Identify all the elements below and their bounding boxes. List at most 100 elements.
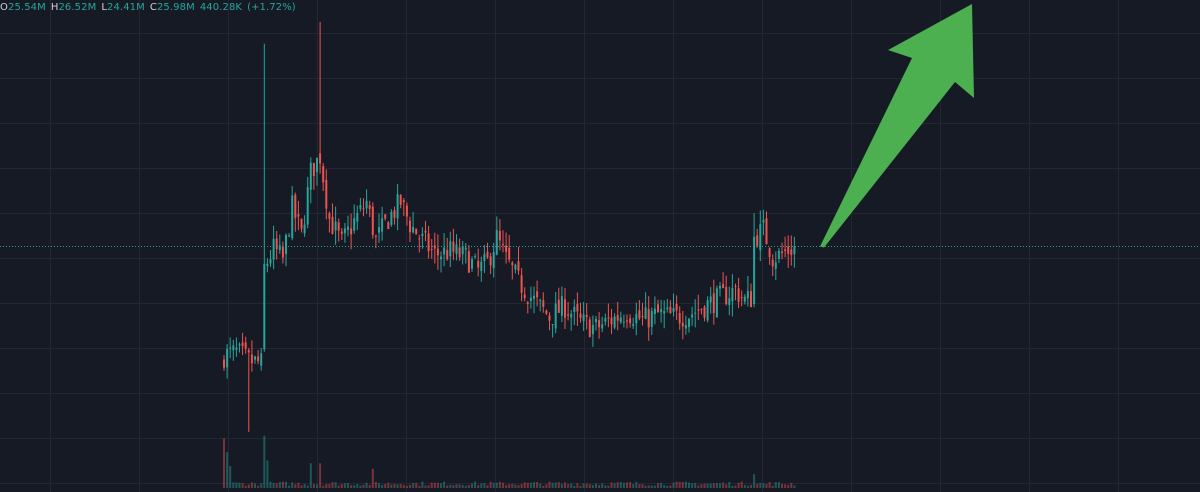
candle-body xyxy=(254,356,256,360)
volume-bar xyxy=(350,485,353,488)
volume-bar xyxy=(297,482,300,488)
volume-bar xyxy=(712,483,715,488)
candle-body xyxy=(480,261,483,272)
volume-bar xyxy=(567,484,570,488)
volume-bar xyxy=(402,484,405,488)
volume-bar xyxy=(647,485,650,488)
candle-body xyxy=(666,307,669,310)
candle-body xyxy=(653,308,656,315)
candle-body xyxy=(409,220,411,233)
volume-bar xyxy=(657,483,659,488)
volume-bar xyxy=(316,484,318,488)
volume-bar xyxy=(517,485,520,488)
trend-arrow-shape xyxy=(820,4,974,248)
candle-body xyxy=(347,226,349,230)
volume-bars xyxy=(223,435,796,488)
volume-bar xyxy=(622,482,625,488)
volume-bar xyxy=(285,481,287,488)
legend-change-percent: (+1.72%) xyxy=(247,2,296,13)
candle-body xyxy=(223,359,225,368)
candle-body xyxy=(641,316,644,318)
candle-body xyxy=(626,320,628,322)
candle-body xyxy=(446,249,449,260)
candle-body xyxy=(613,316,616,328)
candle-body xyxy=(728,298,731,306)
volume-bar xyxy=(582,483,585,488)
volume-bar xyxy=(254,483,256,488)
volume-bar xyxy=(486,485,489,488)
candle-body xyxy=(709,296,712,303)
volume-bar xyxy=(412,483,415,488)
up-trend-arrow-icon xyxy=(820,4,974,248)
volume-bar xyxy=(362,484,365,488)
volume-bar xyxy=(424,485,427,488)
candle-body xyxy=(734,286,737,288)
candle-body xyxy=(511,262,514,266)
candle-body xyxy=(241,342,244,347)
candle-body xyxy=(235,347,238,350)
volume-bar xyxy=(746,485,749,488)
candle-body xyxy=(622,321,625,323)
volume-bar xyxy=(629,482,632,488)
volume-bar xyxy=(669,485,672,488)
volume-bar xyxy=(570,483,573,488)
volume-bar xyxy=(281,481,284,488)
candle-body xyxy=(601,324,604,329)
volume-bar xyxy=(604,485,607,488)
legend-close-value: 25.98M xyxy=(156,2,195,13)
candle-body xyxy=(557,299,560,313)
volume-bar xyxy=(260,483,263,488)
candle-body xyxy=(474,256,477,258)
volume-bar xyxy=(464,485,467,488)
volume-bar xyxy=(585,483,588,488)
volume-bar xyxy=(533,482,535,488)
candle-body xyxy=(306,187,309,225)
volume-bar xyxy=(734,485,737,488)
candle-body xyxy=(790,249,793,255)
volume-bar xyxy=(557,482,560,488)
volume-bar xyxy=(393,483,396,488)
candle-body xyxy=(777,250,780,259)
volume-bar xyxy=(309,463,312,488)
legend-low-value: 24.41M xyxy=(107,2,145,13)
volume-bar xyxy=(322,485,325,488)
volume-bar xyxy=(359,485,362,488)
candle-body xyxy=(458,247,461,258)
candle-body xyxy=(635,313,638,324)
volume-bar xyxy=(663,484,666,488)
volume-bar xyxy=(781,483,783,488)
candle-body xyxy=(340,231,343,234)
candle-body xyxy=(514,264,517,270)
volume-bar xyxy=(722,482,725,488)
candle-body xyxy=(539,299,542,301)
candle-body xyxy=(604,318,607,322)
volume-bar xyxy=(446,485,449,488)
volume-bar xyxy=(471,483,473,488)
candle-body xyxy=(722,284,725,289)
volume-bar xyxy=(387,482,390,488)
volume-bar xyxy=(684,481,687,488)
candle-body xyxy=(762,220,765,223)
candle-body xyxy=(523,294,526,299)
candle-body xyxy=(691,314,694,318)
volume-bar xyxy=(762,483,765,488)
volume-bar xyxy=(374,481,377,488)
candle-body xyxy=(740,297,743,299)
candlesticks xyxy=(223,21,796,432)
candle-body xyxy=(433,245,436,249)
volume-bar xyxy=(635,481,638,488)
volume-bar xyxy=(263,435,266,488)
volume-bar xyxy=(511,483,514,488)
candle-body xyxy=(226,349,229,368)
volume-bar xyxy=(269,481,272,488)
volume-bar xyxy=(300,485,303,488)
volume-bar xyxy=(440,483,442,488)
candle-body xyxy=(250,354,253,364)
candle-body xyxy=(644,307,647,319)
candle-body xyxy=(427,233,430,252)
candle-body xyxy=(573,306,576,312)
volume-bar xyxy=(743,484,746,488)
candle-body xyxy=(753,236,756,305)
